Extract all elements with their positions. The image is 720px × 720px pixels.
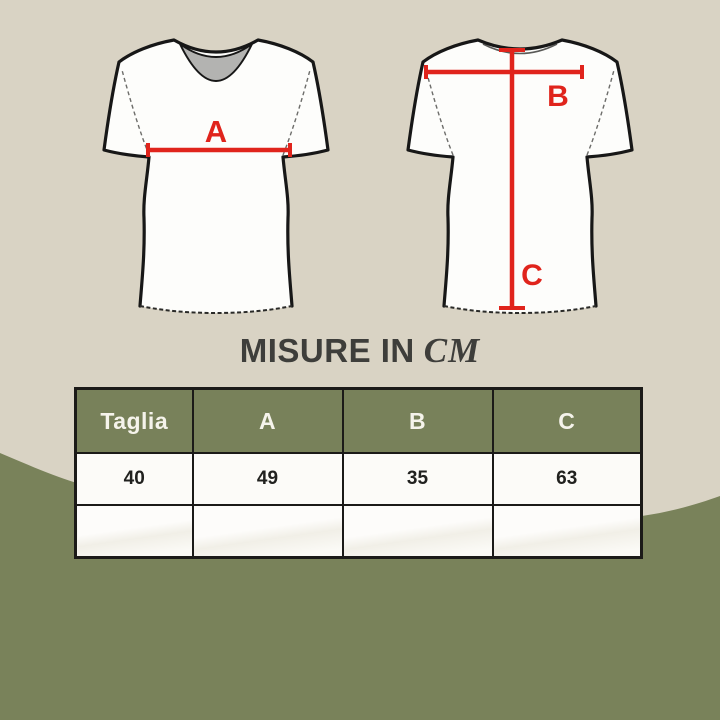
measurement-label-c: C <box>521 259 543 292</box>
cell-a-empty <box>191 504 344 559</box>
cell-b: 35 <box>341 452 494 506</box>
size-table-row-40: 40 49 35 63 <box>74 452 643 506</box>
page-title: MISURE IN CM <box>0 331 720 371</box>
tshirt-front-body <box>104 40 328 313</box>
tshirt-back-collar-seam <box>482 43 558 55</box>
tshirt-front-collar-inner <box>179 43 253 82</box>
measurement-label-b: B <box>547 80 569 113</box>
title-text: MISURE IN <box>239 332 415 369</box>
cell-c: 63 <box>491 452 643 506</box>
tshirt-back-armhole-seam-right <box>586 69 615 156</box>
tshirt-front-armhole-seam-right <box>282 69 311 156</box>
tshirt-front-outline <box>102 38 330 308</box>
measurement-line-a <box>146 143 292 157</box>
cell-taglia: 40 <box>74 452 194 506</box>
cell-b-empty <box>341 504 494 559</box>
title-unit: CM <box>423 331 481 370</box>
cell-c-empty <box>491 504 643 559</box>
measurement-line-c <box>499 48 525 310</box>
size-table: Taglia A B C 40 49 35 63 <box>74 387 643 559</box>
tshirt-back-body <box>408 40 632 313</box>
tshirt-back-hem <box>443 305 597 315</box>
size-table-header-taglia: Taglia <box>74 387 194 454</box>
measurement-label-a: A <box>205 114 227 149</box>
tshirt-front-illustration: A <box>102 38 330 315</box>
tshirt-back-illustration: B C <box>406 38 634 315</box>
measurement-line-b <box>424 65 584 79</box>
cell-taglia-empty <box>74 504 194 559</box>
cell-a: 49 <box>191 452 344 506</box>
size-table-header-b: B <box>341 387 494 454</box>
size-table-header-row: Taglia A B C <box>74 387 643 454</box>
size-table-header-c: C <box>491 387 643 454</box>
tshirt-front-hem <box>139 305 293 315</box>
size-table-header-a: A <box>191 387 344 454</box>
tshirt-back-armhole-seam-left <box>425 69 454 156</box>
size-table-row-empty <box>74 504 643 559</box>
